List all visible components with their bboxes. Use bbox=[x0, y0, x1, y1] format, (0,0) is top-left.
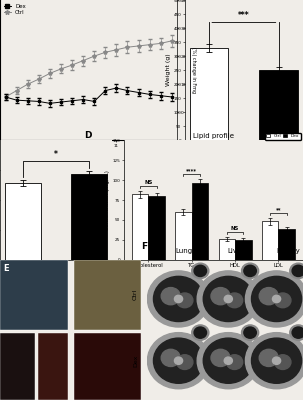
Bar bbox=[192, 183, 208, 260]
Circle shape bbox=[292, 327, 303, 338]
Text: F: F bbox=[141, 242, 147, 251]
Title: Lipid profile: Lipid profile bbox=[193, 132, 234, 138]
Bar bbox=[190, 48, 228, 140]
Text: Liver: Liver bbox=[228, 248, 245, 254]
Y-axis label: Concentration (mg/dL): Concentration (mg/dL) bbox=[105, 170, 110, 230]
Text: Kidney: Kidney bbox=[276, 248, 300, 254]
Bar bbox=[74, 333, 142, 400]
Text: Dex: Dex bbox=[133, 354, 138, 367]
Text: NS: NS bbox=[231, 226, 239, 231]
Circle shape bbox=[211, 349, 230, 366]
Circle shape bbox=[153, 276, 204, 322]
Circle shape bbox=[224, 295, 232, 303]
Legend: Ctrl, Dex: Ctrl, Dex bbox=[265, 133, 301, 140]
Bar bbox=[5, 183, 41, 260]
Circle shape bbox=[290, 263, 303, 278]
Circle shape bbox=[259, 288, 278, 305]
Circle shape bbox=[275, 293, 291, 308]
Circle shape bbox=[197, 333, 259, 389]
Circle shape bbox=[203, 338, 253, 383]
Circle shape bbox=[241, 263, 259, 278]
Bar bbox=[38, 333, 68, 400]
Bar bbox=[278, 230, 295, 260]
Circle shape bbox=[177, 293, 193, 308]
Circle shape bbox=[245, 271, 303, 327]
Circle shape bbox=[203, 276, 253, 322]
Text: NS: NS bbox=[144, 180, 152, 185]
Y-axis label: Weight (g): Weight (g) bbox=[166, 54, 171, 86]
Circle shape bbox=[175, 357, 183, 364]
Legend: Dex, Ctrl: Dex, Ctrl bbox=[3, 3, 27, 16]
Circle shape bbox=[194, 327, 207, 338]
Circle shape bbox=[177, 355, 193, 370]
Y-axis label: (%) change in Fmg: (%) change in Fmg bbox=[191, 47, 196, 93]
Circle shape bbox=[226, 355, 243, 370]
Bar bbox=[71, 174, 107, 260]
Text: *: * bbox=[54, 150, 58, 160]
Circle shape bbox=[275, 355, 291, 370]
Bar bbox=[262, 222, 278, 260]
Circle shape bbox=[147, 271, 210, 327]
Circle shape bbox=[244, 327, 256, 338]
Circle shape bbox=[245, 333, 303, 389]
Text: ***: *** bbox=[238, 11, 250, 20]
Circle shape bbox=[211, 288, 230, 305]
Bar bbox=[0, 333, 35, 400]
Circle shape bbox=[244, 265, 256, 276]
Circle shape bbox=[292, 265, 303, 276]
Circle shape bbox=[272, 295, 281, 303]
Bar bbox=[148, 196, 165, 260]
Bar bbox=[132, 194, 148, 260]
Circle shape bbox=[224, 357, 232, 364]
Circle shape bbox=[251, 338, 301, 383]
Circle shape bbox=[161, 349, 180, 366]
Circle shape bbox=[241, 325, 259, 340]
Bar bbox=[218, 239, 235, 260]
Circle shape bbox=[290, 325, 303, 340]
Text: D: D bbox=[84, 131, 92, 140]
Circle shape bbox=[197, 271, 259, 327]
Circle shape bbox=[192, 325, 209, 340]
Bar bbox=[235, 240, 251, 260]
Bar bbox=[74, 260, 142, 330]
Circle shape bbox=[251, 276, 301, 322]
Circle shape bbox=[194, 265, 207, 276]
Text: ****: **** bbox=[186, 168, 197, 173]
Bar bbox=[175, 212, 192, 260]
Circle shape bbox=[226, 293, 243, 308]
X-axis label: Weeks: Weeks bbox=[78, 149, 99, 154]
Circle shape bbox=[192, 263, 209, 278]
Text: B: B bbox=[164, 0, 170, 2]
Text: Ctrl: Ctrl bbox=[133, 289, 138, 300]
Text: Lung: Lung bbox=[176, 248, 193, 254]
Text: **: ** bbox=[276, 207, 281, 212]
Circle shape bbox=[259, 349, 278, 366]
Circle shape bbox=[153, 338, 204, 383]
Circle shape bbox=[147, 333, 210, 389]
Circle shape bbox=[175, 295, 183, 303]
Circle shape bbox=[161, 288, 180, 305]
Text: E: E bbox=[3, 264, 8, 273]
Circle shape bbox=[272, 357, 281, 364]
Bar bbox=[0, 260, 68, 330]
Bar bbox=[259, 70, 298, 140]
